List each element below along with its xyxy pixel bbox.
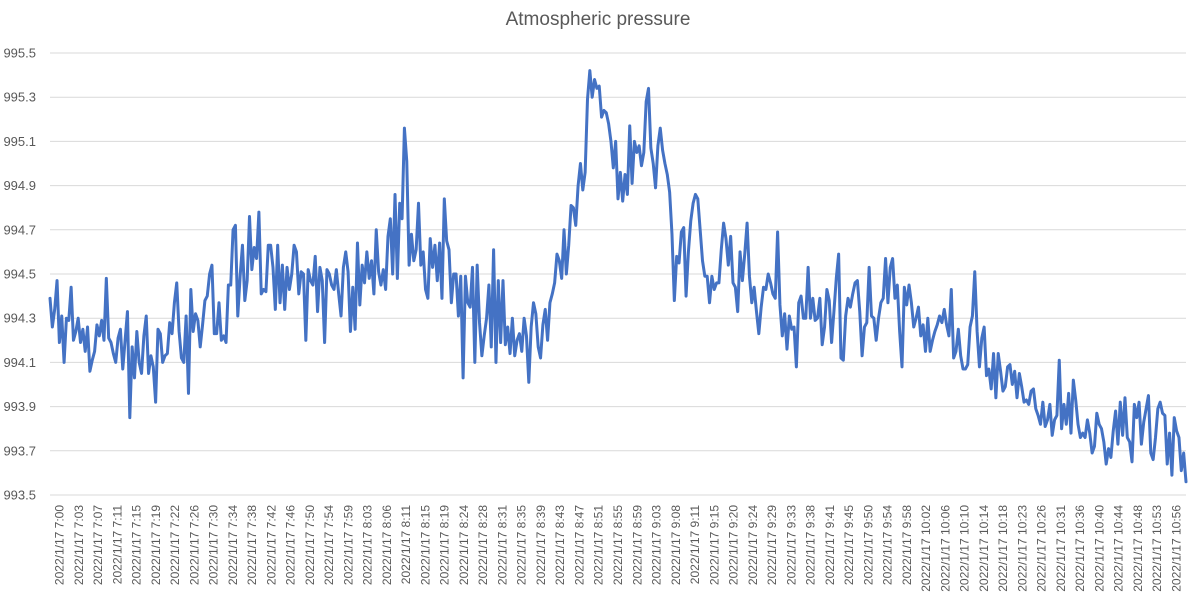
x-tick-label: 2022/1/17 9:58 — [900, 505, 914, 585]
x-tick-label: 2022/1/17 7:03 — [72, 505, 86, 585]
y-tick-label: 994.7 — [3, 222, 36, 237]
x-tick-label: 2022/1/17 8:43 — [553, 505, 567, 585]
x-tick-label: 2022/1/17 10:06 — [938, 505, 952, 592]
y-tick-label: 994.3 — [3, 311, 36, 326]
x-tick-label: 2022/1/17 9:54 — [881, 505, 895, 585]
x-tick-label: 2022/1/17 7:15 — [130, 505, 144, 585]
y-tick-label: 995.5 — [3, 46, 36, 61]
x-tick-label: 2022/1/17 10:26 — [1035, 505, 1049, 592]
x-tick-label: 2022/1/17 8:39 — [534, 505, 548, 585]
x-tick-label: 2022/1/17 9:38 — [804, 505, 818, 585]
x-tick-label: 2022/1/17 7:19 — [149, 505, 163, 585]
x-tick-label: 2022/1/17 8:59 — [630, 505, 644, 585]
x-tick-label: 2022/1/17 8:15 — [419, 505, 433, 585]
x-tick-label: 2022/1/17 9:33 — [784, 505, 798, 585]
pressure-series-line — [48, 69, 1188, 484]
x-tick-label: 2022/1/17 8:31 — [496, 505, 510, 585]
x-tick-label: 2022/1/17 7:30 — [207, 505, 221, 585]
x-tick-label: 2022/1/17 9:11 — [688, 505, 702, 585]
x-tick-label: 2022/1/17 7:00 — [53, 505, 67, 585]
x-tick-label: 2022/1/17 9:29 — [765, 505, 779, 585]
y-tick-label: 993.7 — [3, 443, 36, 458]
gridlines — [50, 52, 1186, 496]
y-tick-label: 994.9 — [3, 178, 36, 193]
x-tick-label: 2022/1/17 9:03 — [650, 505, 664, 585]
x-tick-label: 2022/1/17 7:54 — [322, 505, 336, 585]
y-tick-label: 993.9 — [3, 399, 36, 414]
x-tick-label: 2022/1/17 7:11 — [110, 505, 124, 585]
x-tick-label: 2022/1/17 8:19 — [438, 505, 452, 585]
x-tick-label: 2022/1/17 8:06 — [380, 505, 394, 585]
x-tick-label: 2022/1/17 9:50 — [861, 505, 875, 585]
x-tick-label: 2022/1/17 10:40 — [1092, 505, 1106, 592]
series-layer — [48, 69, 1188, 484]
x-tick-label: 2022/1/17 8:47 — [573, 505, 587, 585]
x-tick-label: 2022/1/17 10:36 — [1073, 505, 1087, 592]
y-tick-label: 994.1 — [3, 355, 36, 370]
x-tick-label: 2022/1/17 10:23 — [1015, 505, 1029, 592]
x-tick-label: 2022/1/17 7:59 — [341, 505, 355, 585]
x-tick-label: 2022/1/17 10:56 — [1169, 505, 1183, 592]
x-tick-label: 2022/1/17 8:51 — [592, 505, 606, 585]
x-tick-label: 2022/1/17 9:41 — [823, 505, 837, 585]
x-tick-label: 2022/1/17 7:50 — [303, 505, 317, 585]
x-tick-label: 2022/1/17 10:18 — [996, 505, 1010, 592]
x-tick-label: 2022/1/17 9:45 — [842, 505, 856, 585]
y-tick-label: 995.1 — [3, 134, 36, 149]
x-tick-label: 2022/1/17 7:22 — [168, 505, 182, 585]
x-tick-label: 2022/1/17 8:11 — [399, 505, 413, 585]
x-tick-label: 2022/1/17 7:07 — [91, 505, 105, 585]
x-tick-label: 2022/1/17 8:55 — [611, 505, 625, 585]
x-tick-label: 2022/1/17 9:15 — [707, 505, 721, 585]
x-tick-label: 2022/1/17 7:26 — [187, 505, 201, 585]
y-axis-tick-labels: 993.5 993.7 993.9 994.1 994.3 994.5 994.7 994.9… — [3, 46, 36, 503]
x-tick-label: 2022/1/17 10:02 — [919, 505, 933, 592]
x-tick-label: 2022/1/17 10:53 — [1150, 505, 1164, 592]
x-tick-label: 2022/1/17 9:24 — [746, 505, 760, 585]
x-tick-label: 2022/1/17 8:28 — [476, 505, 490, 585]
x-tick-label: 2022/1/17 7:42 — [264, 505, 278, 585]
x-tick-label: 2022/1/17 7:38 — [245, 505, 259, 585]
x-tick-label: 2022/1/17 8:03 — [361, 505, 375, 585]
x-tick-label: 2022/1/17 10:14 — [977, 505, 991, 592]
x-tick-label: 2022/1/17 10:10 — [958, 505, 972, 592]
x-axis-tick-labels: 2022/1/17 7:00 2022/1/17 7:03 2022/1/17 7:… — [53, 505, 1184, 592]
x-tick-label: 2022/1/17 10:31 — [1054, 505, 1068, 592]
x-tick-label: 2022/1/17 8:35 — [515, 505, 529, 585]
y-tick-label: 994.5 — [3, 267, 36, 282]
y-tick-label: 993.5 — [3, 488, 36, 503]
x-tick-label: 2022/1/17 7:46 — [284, 505, 298, 585]
x-tick-label: 2022/1/17 10:48 — [1131, 505, 1145, 592]
x-tick-label: 2022/1/17 9:08 — [669, 505, 683, 585]
x-tick-label: 2022/1/17 9:20 — [727, 505, 741, 585]
x-tick-label: 2022/1/17 10:44 — [1112, 505, 1126, 592]
chart-title: Atmospheric pressure — [506, 9, 691, 30]
x-tick-label: 2022/1/17 7:34 — [226, 505, 240, 585]
x-tick-label: 2022/1/17 8:24 — [457, 505, 471, 585]
y-tick-label: 995.3 — [3, 90, 36, 105]
